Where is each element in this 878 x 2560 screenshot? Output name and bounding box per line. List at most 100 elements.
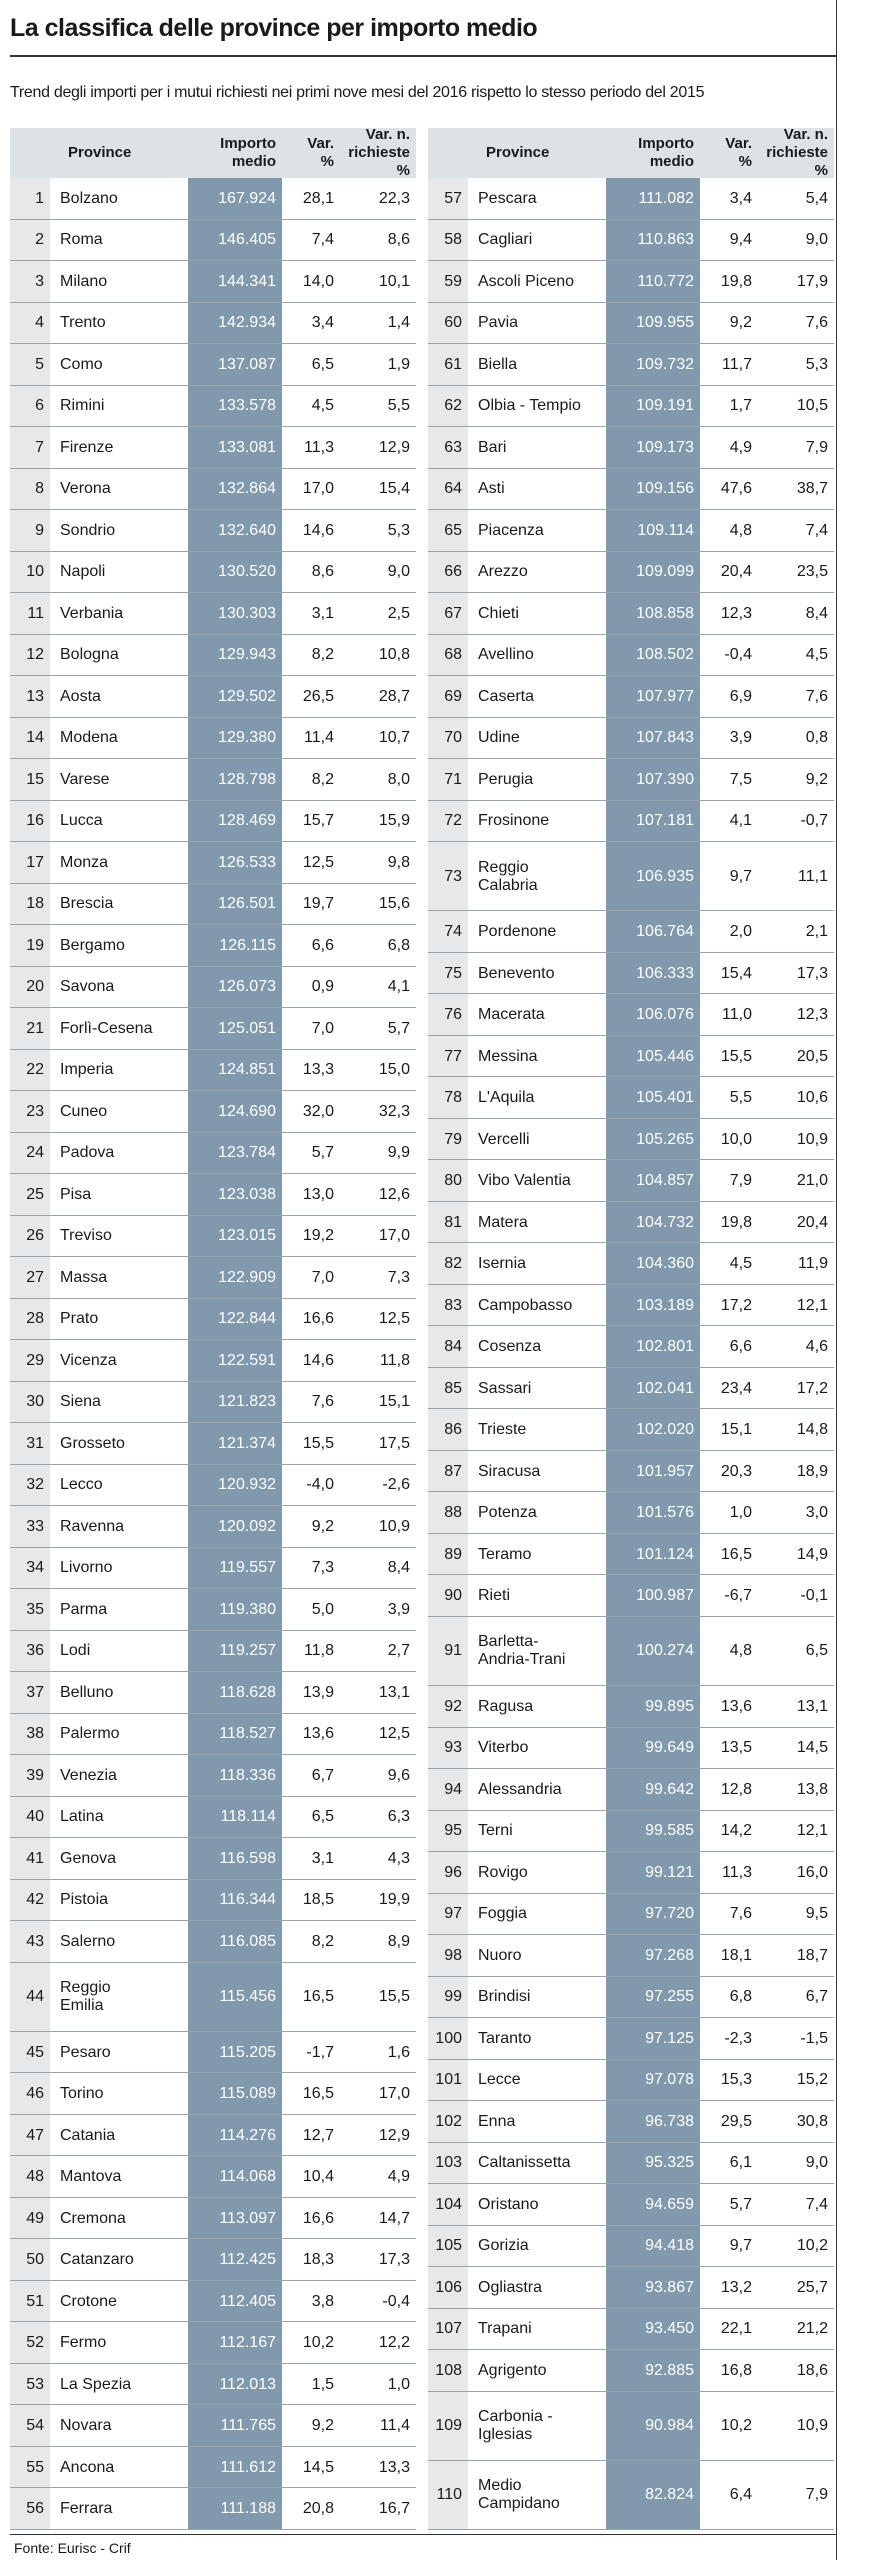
province-name: Medio Campidano [478,2477,560,2513]
province-name: Ferrara [60,2500,113,2518]
cell: 16,7 [378,2500,410,2518]
cell: 24 [26,1144,44,1162]
row-rule [428,1408,834,1410]
province-name: Rimini [60,397,105,415]
cell: 11,7 [722,355,752,373]
row-rule [10,1837,416,1839]
cell: 111.188 [220,2500,276,2518]
row-rule [10,1754,416,1756]
row-rule [10,2445,416,2447]
cell: -0,4 [724,646,752,664]
cell: 14,0 [302,272,334,290]
cell: 108 [435,2361,462,2379]
province-name: Massa [60,1268,108,1286]
cell: 21,0 [796,1172,828,1190]
cell: 33 [26,1517,44,1535]
row-rule [10,1173,416,1175]
cell: 94 [444,1780,462,1798]
row-rule [10,1297,416,1299]
row-rule [428,1159,834,1161]
cell: 56 [26,2500,44,2518]
cell: 119.380 [219,1600,276,1618]
province-name: Milano [60,272,108,290]
province-name: Potenza [478,1504,537,1522]
rank-column [10,178,50,2530]
cell: 3,4 [729,189,752,207]
cell: 109.099 [636,563,694,581]
province-name: Cagliari [478,231,533,249]
province-name: Ancona [60,2458,115,2476]
cell: 9,0 [805,231,828,249]
cell: 1,9 [387,355,410,373]
column-header: Var. % [725,135,752,170]
province-name: Pisa [60,1185,92,1203]
cell: 73 [444,867,462,885]
cell: 76 [444,1006,462,1024]
cell: 7,6 [311,1393,334,1411]
cell: 2,0 [729,923,752,941]
cell: 104 [435,2195,462,2213]
cell: 102 [435,2112,462,2130]
row-rule [10,882,416,884]
province-name: Parma [60,1600,108,1618]
row-rule [428,633,834,635]
cell: 22,3 [378,189,410,207]
cell: 7,3 [311,1559,334,1577]
cell: 82.824 [645,2486,694,2504]
province-name: Viterbo [478,1739,529,1757]
cell: 47 [26,2126,44,2144]
row-rule [10,343,416,345]
cell: 16,8 [720,2361,752,2379]
row-rule [10,758,416,760]
cell: 7,0 [311,1019,334,1037]
cell: 5,3 [805,355,828,373]
cell: 12,9 [378,2126,410,2144]
province-name: Ogliastra [478,2278,543,2296]
cell: 86 [444,1421,462,1439]
cell: 6,5 [311,355,334,373]
cell: 1,5 [311,2375,334,2393]
cell: 16,6 [302,2209,334,2227]
cell: 12,3 [720,604,752,622]
cell: 44 [26,1988,44,2006]
cell: 105.401 [636,1089,694,1107]
province-name: Agrigento [478,2361,547,2379]
row-rule [428,716,834,718]
cell: 105.265 [636,1130,694,1148]
cell: 109 [435,2417,462,2435]
cell: 7,6 [805,687,828,705]
cell: 13,3 [378,2458,410,2476]
cell: 52 [26,2334,44,2352]
province-name: Torino [60,2085,104,2103]
cell: 15,5 [378,1988,410,2006]
cell: 6,9 [729,687,752,705]
cell: 111.612 [220,2458,276,2476]
cell: 80 [444,1172,462,1190]
cell: 107.977 [636,687,694,705]
cell: 102.041 [636,1379,694,1397]
cell: 109.114 [637,521,694,539]
province-name: Como [60,355,103,373]
cell: 9,7 [729,867,752,885]
cell: 40 [26,1808,44,1826]
cell: 126.115 [219,936,276,954]
province-name: Ragusa [478,1697,534,1715]
cell: 15,5 [720,1047,752,1065]
cell: 99.585 [645,1822,694,1840]
cell: 14,5 [796,1739,828,1757]
province-name: Reggio Calabria [478,858,538,894]
cell: 14,9 [796,1545,828,1563]
cell: 128.469 [218,812,276,830]
province-name: Caserta [478,687,535,705]
cell: 21,2 [796,2320,828,2338]
cell: 93.450 [645,2320,694,2338]
row-rule [10,1629,416,1631]
cell: 106.333 [636,964,694,982]
cell: 137.087 [218,355,276,373]
province-name: Lecce [478,2071,521,2089]
row-rule [10,2487,416,2489]
cell: 106.076 [636,1006,694,1024]
cell: 6,4 [729,2486,752,2504]
row-rule [428,1574,834,1576]
cell: 5 [35,355,44,373]
